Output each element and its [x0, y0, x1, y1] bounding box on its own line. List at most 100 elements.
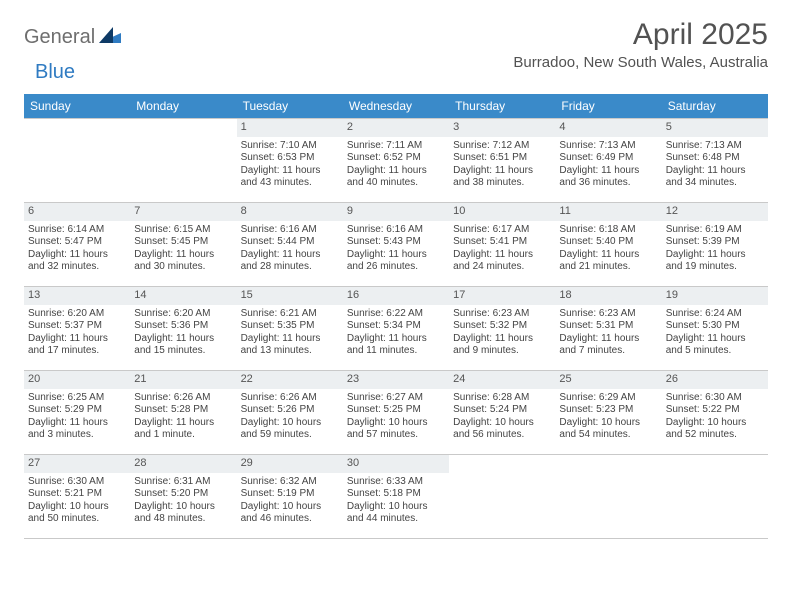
calendar-day-cell: 4Sunrise: 7:13 AMSunset: 6:49 PMDaylight…	[555, 118, 661, 202]
sunrise-text: Sunrise: 6:30 AM	[28, 476, 126, 489]
daylight-text: Daylight: 11 hours and 38 minutes.	[453, 165, 551, 190]
day-number: 23	[343, 371, 449, 389]
sunrise-text: Sunrise: 6:22 AM	[347, 308, 445, 321]
sunset-text: Sunset: 5:43 PM	[347, 236, 445, 249]
day-number: 28	[130, 455, 236, 473]
sunset-text: Sunset: 5:35 PM	[241, 320, 339, 333]
calendar-day-cell: 28 Sunrise: 6:31 AMSunset: 5:20 PMDayligh…	[130, 454, 236, 538]
sunset-text: Sunset: 6:53 PM	[241, 152, 339, 165]
calendar-bottom-border	[24, 538, 768, 539]
sunrise-text: Sunrise: 7:12 AM	[453, 140, 551, 153]
sunrise-text: Sunrise: 6:25 AM	[28, 392, 126, 405]
sunrise-text: Sunrise: 6:28 AM	[453, 392, 551, 405]
calendar-blank-cell	[449, 454, 555, 538]
calendar-day-cell: 9Sunrise: 6:16 AMSunset: 5:43 PMDaylight…	[343, 202, 449, 286]
day-number: 27	[24, 455, 130, 473]
daylight-text: Daylight: 10 hours and 57 minutes.	[347, 417, 445, 442]
sunset-text: Sunset: 5:20 PM	[134, 488, 232, 501]
daylight-text: Daylight: 11 hours and 24 minutes.	[453, 249, 551, 274]
calendar-day-cell: 15Sunrise: 6:21 AMSunset: 5:35 PMDayligh…	[237, 286, 343, 370]
day-number: 9	[343, 203, 449, 221]
weekday-header: Tuesday	[237, 94, 343, 118]
sunset-text: Sunset: 5:25 PM	[347, 404, 445, 417]
sunset-text: Sunset: 5:41 PM	[453, 236, 551, 249]
sunrise-text: Sunrise: 6:26 AM	[134, 392, 232, 405]
daylight-text: Daylight: 11 hours and 32 minutes.	[28, 249, 126, 274]
calendar-day-cell: 17Sunrise: 6:23 AMSunset: 5:32 PMDayligh…	[449, 286, 555, 370]
daylight-text: Daylight: 11 hours and 30 minutes.	[134, 249, 232, 274]
day-number: 10	[449, 203, 555, 221]
daylight-text: Daylight: 11 hours and 36 minutes.	[559, 165, 657, 190]
calendar-day-cell: 21Sunrise: 6:26 AMSunset: 5:28 PMDayligh…	[130, 370, 236, 454]
daylight-text: Daylight: 11 hours and 43 minutes.	[241, 165, 339, 190]
location-text: Burradoo, New South Wales, Australia	[513, 54, 768, 71]
weekday-header: Monday	[130, 94, 236, 118]
calendar-day-cell: 26Sunrise: 6:30 AMSunset: 5:22 PMDayligh…	[662, 370, 768, 454]
sunrise-text: Sunrise: 6:30 AM	[666, 392, 764, 405]
daylight-text: Daylight: 10 hours and 59 minutes.	[241, 417, 339, 442]
daylight-text: Daylight: 11 hours and 13 minutes.	[241, 333, 339, 358]
daylight-text: Daylight: 10 hours and 48 minutes.	[134, 501, 232, 526]
daylight-text: Daylight: 11 hours and 7 minutes.	[559, 333, 657, 358]
day-number: 13	[24, 287, 130, 305]
month-title: April 2025	[513, 18, 768, 52]
calendar-grid: SundayMondayTuesdayWednesdayThursdayFrid…	[24, 94, 768, 539]
sunrise-text: Sunrise: 6:20 AM	[28, 308, 126, 321]
sunrise-text: Sunrise: 7:13 AM	[666, 140, 764, 153]
calendar-day-cell: 18Sunrise: 6:23 AMSunset: 5:31 PMDayligh…	[555, 286, 661, 370]
calendar-day-cell: 20Sunrise: 6:25 AMSunset: 5:29 PMDayligh…	[24, 370, 130, 454]
day-number: 26	[662, 371, 768, 389]
sunrise-text: Sunrise: 6:19 AM	[666, 224, 764, 237]
sunset-text: Sunset: 5:36 PM	[134, 320, 232, 333]
day-number: 25	[555, 371, 661, 389]
daylight-text: Daylight: 11 hours and 17 minutes.	[28, 333, 126, 358]
calendar-day-cell: 14Sunrise: 6:20 AMSunset: 5:36 PMDayligh…	[130, 286, 236, 370]
weekday-header: Friday	[555, 94, 661, 118]
sunrise-text: Sunrise: 6:14 AM	[28, 224, 126, 237]
calendar-day-cell: 10Sunrise: 6:17 AMSunset: 5:41 PMDayligh…	[449, 202, 555, 286]
day-number: 22	[237, 371, 343, 389]
sunrise-text: Sunrise: 7:11 AM	[347, 140, 445, 153]
day-number: 5	[662, 119, 768, 137]
daylight-text: Daylight: 11 hours and 40 minutes.	[347, 165, 445, 190]
day-number: 2	[343, 119, 449, 137]
sunrise-text: Sunrise: 7:10 AM	[241, 140, 339, 153]
sunrise-text: Sunrise: 6:15 AM	[134, 224, 232, 237]
day-number: 1	[237, 119, 343, 137]
daylight-text: Daylight: 11 hours and 26 minutes.	[347, 249, 445, 274]
daylight-text: Daylight: 11 hours and 19 minutes.	[666, 249, 764, 274]
daylight-text: Daylight: 11 hours and 5 minutes.	[666, 333, 764, 358]
calendar-day-cell: 24Sunrise: 6:28 AMSunset: 5:24 PMDayligh…	[449, 370, 555, 454]
day-number: 7	[130, 203, 236, 221]
sunset-text: Sunset: 5:37 PM	[28, 320, 126, 333]
sunrise-text: Sunrise: 6:31 AM	[134, 476, 232, 489]
sunset-text: Sunset: 5:32 PM	[453, 320, 551, 333]
calendar-blank-cell	[662, 454, 768, 538]
day-number: 12	[662, 203, 768, 221]
daylight-text: Daylight: 11 hours and 34 minutes.	[666, 165, 764, 190]
day-number: 3	[449, 119, 555, 137]
sunrise-text: Sunrise: 6:16 AM	[241, 224, 339, 237]
daylight-text: Daylight: 10 hours and 46 minutes.	[241, 501, 339, 526]
brand-part1: General	[24, 26, 95, 49]
calendar-day-cell: 7Sunrise: 6:15 AMSunset: 5:45 PMDaylight…	[130, 202, 236, 286]
calendar-day-cell: 29Sunrise: 6:32 AMSunset: 5:19 PMDayligh…	[237, 454, 343, 538]
sunset-text: Sunset: 5:23 PM	[559, 404, 657, 417]
sunrise-text: Sunrise: 6:24 AM	[666, 308, 764, 321]
day-number: 4	[555, 119, 661, 137]
sunset-text: Sunset: 5:30 PM	[666, 320, 764, 333]
sunset-text: Sunset: 5:28 PM	[134, 404, 232, 417]
calendar-blank-cell	[24, 118, 130, 202]
sunset-text: Sunset: 5:44 PM	[241, 236, 339, 249]
daylight-text: Daylight: 10 hours and 52 minutes.	[666, 417, 764, 442]
day-number: 17	[449, 287, 555, 305]
sunset-text: Sunset: 6:51 PM	[453, 152, 551, 165]
brand-mark-icon	[99, 27, 121, 48]
sunrise-text: Sunrise: 6:29 AM	[559, 392, 657, 405]
day-number: 21	[130, 371, 236, 389]
sunrise-text: Sunrise: 6:23 AM	[453, 308, 551, 321]
daylight-text: Daylight: 10 hours and 56 minutes.	[453, 417, 551, 442]
daylight-text: Daylight: 11 hours and 21 minutes.	[559, 249, 657, 274]
title-block: April 2025 Burradoo, New South Wales, Au…	[513, 18, 768, 71]
day-number: 20	[24, 371, 130, 389]
